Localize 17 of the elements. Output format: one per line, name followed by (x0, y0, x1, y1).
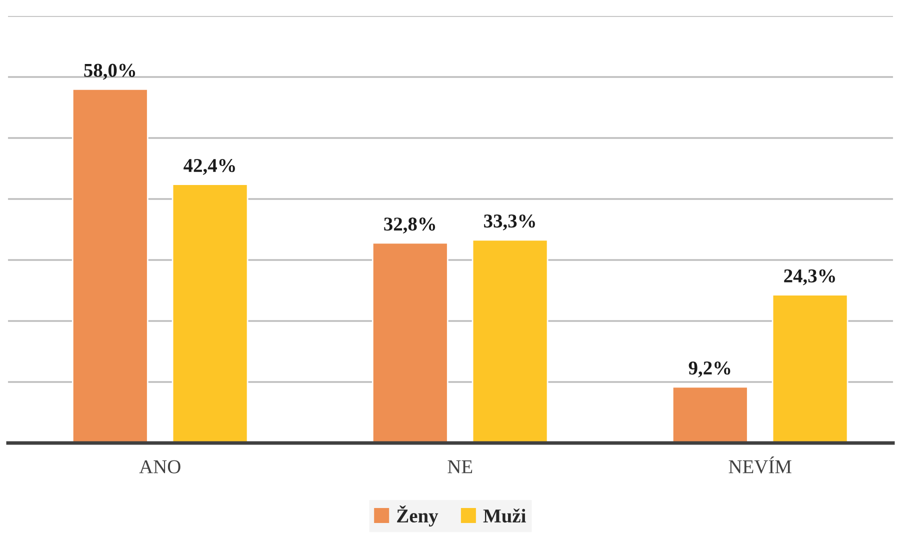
bar (72, 88, 148, 443)
data-label: 42,4% (184, 158, 235, 175)
bar (472, 239, 548, 443)
data-label: 24,3% (784, 269, 835, 286)
bar (372, 242, 448, 443)
bar (172, 184, 248, 443)
legend-label: Ženy (397, 506, 438, 527)
legend-label: Muži (483, 508, 526, 523)
data-label: 9,2% (688, 361, 730, 378)
x-tick-label: NEVÍM (728, 456, 792, 474)
bar (672, 386, 748, 443)
data-label: 32,8% (384, 218, 436, 234)
data-label: 33,3% (484, 214, 535, 230)
bar (772, 294, 848, 443)
x-tick-label: NE (448, 460, 472, 474)
data-label: 58,0% (84, 64, 136, 80)
x-tick-label: ANO (139, 460, 180, 474)
